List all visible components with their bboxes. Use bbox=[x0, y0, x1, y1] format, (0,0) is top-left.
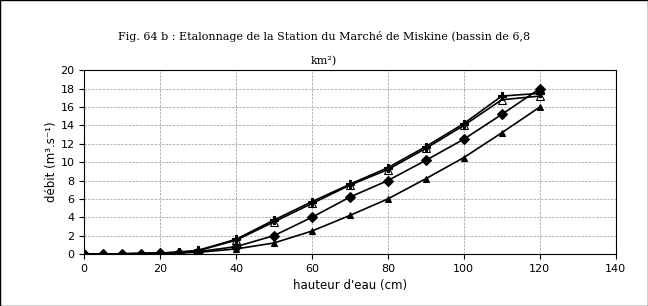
Text: Fig. 64 b : Etalonnage de la Station du Marché de Miskine (bassin de 6,8: Fig. 64 b : Etalonnage de la Station du … bbox=[118, 31, 530, 42]
Text: km²): km²) bbox=[311, 56, 337, 66]
X-axis label: hauteur d'eau (cm): hauteur d'eau (cm) bbox=[293, 279, 407, 292]
Y-axis label: débit (m³.s⁻¹): débit (m³.s⁻¹) bbox=[45, 122, 58, 203]
